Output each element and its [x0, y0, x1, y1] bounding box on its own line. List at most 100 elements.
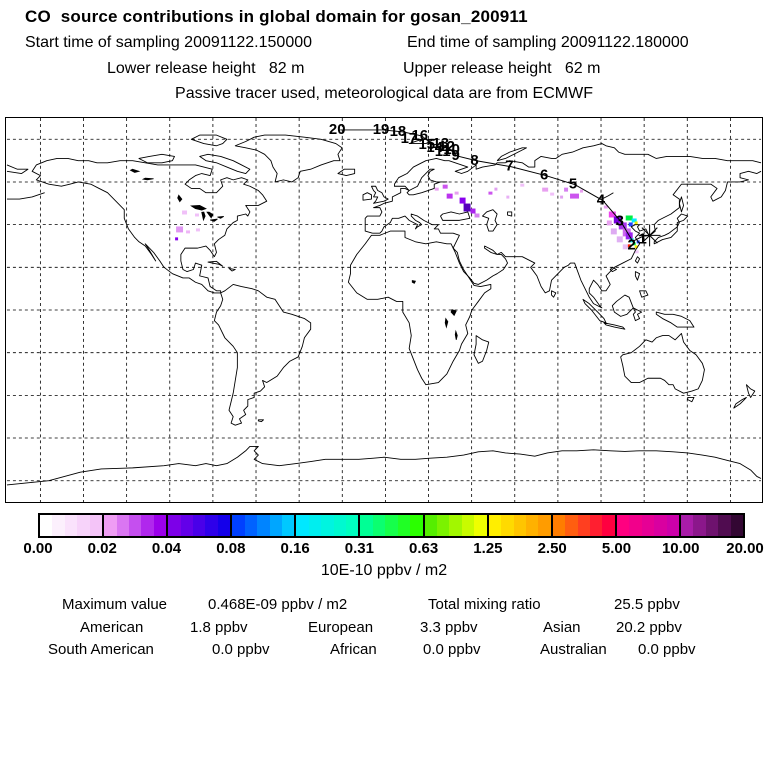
colorbar-cell [718, 515, 731, 536]
coastline-baffin-island [199, 153, 251, 174]
colorbar-segment [104, 515, 169, 536]
colorbar-tick-label: 0.02 [87, 540, 117, 557]
stat-item: 0.0 ppbv [423, 641, 481, 658]
colorbar-segment [680, 515, 744, 536]
colorbar-cell [372, 515, 386, 536]
trajectory-label: 7 [505, 158, 513, 175]
colorbar-cell [565, 515, 578, 536]
lake-victoria [450, 309, 457, 317]
colorbar-cell [308, 515, 322, 536]
receptor-star-icon [641, 227, 658, 244]
lake-tanganyika [444, 317, 449, 329]
colorbar-cell [525, 515, 539, 536]
colorbar-cell [40, 515, 53, 536]
trajectory-label: 10 [443, 141, 460, 158]
colorbar-tick-label: 0.63 [409, 540, 439, 557]
hotspot [579, 189, 583, 193]
coastline-falkland-islands [257, 419, 264, 423]
coastline-south-america [213, 283, 312, 426]
stat-item: 1.8 ppbv [190, 619, 248, 636]
colorbar-cell [168, 515, 181, 536]
hotspot [616, 236, 623, 243]
coastline-eurasia-north [364, 143, 762, 234]
colorbar-cell [705, 515, 719, 536]
colorbar-cell [244, 515, 258, 536]
colorbar-tick-label: 10.00 [661, 540, 700, 557]
colorbar-cell [538, 515, 551, 536]
stat-item: American [80, 619, 144, 636]
trajectory-label: 14 [426, 139, 443, 156]
hotspot [182, 210, 188, 215]
colorbar-cell [629, 515, 642, 536]
hotspot [506, 195, 510, 199]
lake-malawi [454, 329, 458, 340]
hotspot [560, 195, 564, 199]
colorbar-tick-label: 0.04 [151, 540, 182, 557]
colorbar-cell [89, 515, 103, 536]
coastline-iceland [337, 168, 356, 177]
trajectory-line [340, 129, 650, 243]
colorbar-cell [333, 515, 347, 536]
colorbar-cell [616, 515, 630, 536]
coastline-sulawesi [632, 307, 643, 322]
hotspot [470, 208, 476, 214]
colorbar-cell [501, 515, 514, 536]
tracer-note-text: Passive tracer used, meteorological data… [175, 85, 593, 102]
great-slave-lake [141, 177, 154, 181]
hotspot [627, 244, 631, 248]
coastline-africa [347, 230, 492, 386]
colorbar-cell [449, 515, 462, 536]
colorbar-cell [552, 515, 566, 536]
trajectory-label: 4 [597, 192, 606, 209]
colorbar-cell [474, 515, 487, 536]
start-time-text: Start time of sampling 20091122.150000 [25, 34, 313, 51]
colorbar-cell [128, 515, 142, 536]
great-bear-lake [129, 168, 141, 173]
colorbar-segment [488, 515, 553, 536]
hotspot [459, 197, 466, 204]
hotspot [622, 244, 628, 250]
colorbar-tick-label: 0.31 [344, 540, 374, 557]
stat-item: 0.0 ppbv [638, 641, 696, 658]
colorbar-cell [205, 515, 218, 536]
colorbar-cell [577, 515, 591, 536]
colorbar-tick-label: 2.50 [537, 540, 567, 557]
trajectory-label: 5 [569, 176, 577, 193]
colorbar-cell [217, 515, 231, 536]
hotspot [494, 187, 498, 191]
colorbar-cell [232, 515, 245, 536]
trajectory-label: 13 [432, 135, 449, 152]
trajectory-label: 18 [390, 123, 407, 140]
hotspot [603, 205, 608, 209]
colorbar-cell [346, 515, 359, 536]
coastline-greenland [234, 134, 343, 183]
page-title: CO source contributions in global domain… [25, 7, 528, 26]
trajectory-label: 16 [412, 127, 429, 144]
hotspot [520, 183, 525, 187]
hotspot [606, 220, 612, 226]
hotspot [488, 191, 493, 195]
coastline-new-guinea [655, 311, 695, 328]
colorbar-tick-label: 0.16 [280, 540, 310, 557]
colorbar-cell [410, 515, 423, 536]
coastline-ellesmere-island [190, 134, 228, 147]
colorbar-cell [693, 515, 706, 536]
hotspot [608, 211, 616, 218]
colorbar-cell [321, 515, 334, 536]
colorbar-cell [104, 515, 117, 536]
hotspot [463, 203, 471, 212]
colorbar-segment [616, 515, 681, 536]
hotspot [176, 226, 184, 233]
coastline-svalbard [408, 138, 435, 145]
coastline-black-sea [440, 211, 471, 221]
colorbar-cell [602, 515, 615, 536]
lower-release-height-text: Lower release height 82 m [107, 60, 305, 77]
coastline-new-zealand-south [733, 396, 747, 409]
colorbar-cell [513, 515, 526, 536]
coastline-sumatra [582, 298, 607, 324]
trajectory-label: 3 [616, 212, 624, 229]
hotspot [634, 250, 639, 254]
coastline-new-zealand-north [745, 384, 756, 398]
